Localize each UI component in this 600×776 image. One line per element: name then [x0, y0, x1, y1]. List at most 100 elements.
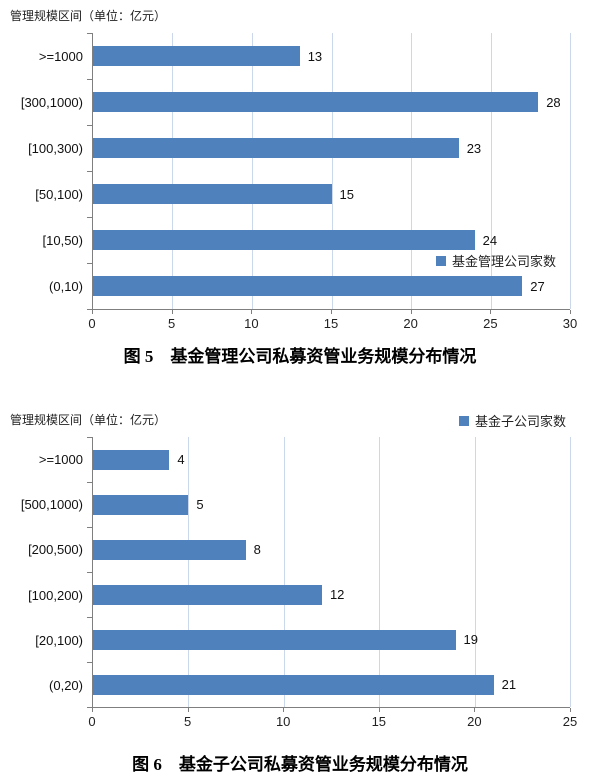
bar-row: 4 [93, 437, 570, 482]
data-label: 21 [501, 677, 517, 692]
bar-row: 15 [93, 171, 570, 217]
bar-row: 8 [93, 527, 570, 572]
gridline [251, 33, 253, 309]
bar-[10,50) [93, 230, 475, 250]
bar->=1000 [93, 449, 170, 470]
data-label: 5 [196, 497, 204, 512]
data-label: 15 [339, 186, 354, 202]
category-label: >=1000 [38, 452, 83, 468]
y-tick-mark [87, 527, 93, 528]
y-tick-mark [87, 125, 93, 126]
x-tick-mark [283, 708, 285, 712]
category-label: >=1000 [38, 48, 83, 64]
figure5-body: >=1000 [300,1000) [100,300) [50,100) [10,50)… [0, 33, 600, 310]
plot-area: 4 5 8 12 19 21 [87, 437, 571, 708]
figure6-header: 管理规模区间（单位：亿元） 基金子公司家数 [0, 411, 600, 430]
bar-[200,500) [93, 539, 246, 560]
legend-label: 基金管理公司家数 [452, 254, 557, 269]
x-tick-label: 10 [244, 316, 259, 331]
y-tick-mark [87, 662, 93, 663]
bar-[500,1000) [93, 494, 189, 515]
figure6-caption: 图 6 基金子公司私募资管业务规模分布情况 [132, 755, 468, 774]
category-axis: >=1000 [500,1000) [200,500) [100,200) [20,10… [0, 437, 92, 708]
x-axis: 0 5 10 15 20 25 30 [88, 310, 577, 334]
bar-(0,10) [93, 276, 523, 296]
y-tick-mark [87, 309, 93, 310]
x-tick-mark [378, 708, 380, 712]
x-tick-mark [474, 708, 476, 712]
bar-row: 21 [93, 662, 570, 707]
x-tick-label: 30 [562, 316, 578, 331]
y-tick-mark [87, 79, 93, 80]
category-label: [300,1000) [20, 94, 83, 110]
data-label: 28 [546, 94, 561, 110]
category-label: [20,100) [35, 632, 83, 648]
x-tick-mark [92, 708, 93, 712]
x-tick-label: 5 [168, 316, 176, 331]
x-tick-label: 20 [467, 714, 482, 729]
y-tick-mark [87, 482, 93, 483]
y-tick-mark [87, 263, 93, 264]
figure6-body: >=1000 [500,1000) [200,500) [100,200) [20,10… [0, 437, 600, 708]
data-label: 27 [530, 278, 545, 294]
x-tick-mark [410, 310, 412, 314]
y-tick-mark [87, 33, 93, 34]
legend: 基金子公司家数 [458, 411, 566, 430]
x-tick-mark [171, 310, 173, 314]
figure5-chart: 管理规模区间（单位：亿元） >=1000 [300,1000) [100,300) [… [0, 0, 600, 367]
unit-label: 管理规模区间（单位：亿元） [10, 9, 167, 23]
bar-row: 5 [93, 482, 570, 527]
bar-[20,100) [93, 629, 456, 650]
unit-label: 管理规模区间（单位：亿元） [10, 413, 167, 427]
category-label: [50,100) [35, 187, 83, 203]
gridline [570, 33, 571, 309]
bar-row: 13 [93, 33, 570, 79]
plot-area: 基金管理公司家数 13 28 23 15 24 27 [87, 33, 571, 310]
data-label: 24 [482, 232, 498, 248]
legend-label: 基金子公司家数 [474, 414, 566, 429]
gridline [172, 33, 174, 309]
category-axis: >=1000 [300,1000) [100,300) [50,100) [10,50)… [0, 33, 92, 310]
category-label: [200,500) [28, 542, 83, 558]
legend-swatch-icon [436, 255, 446, 266]
x-tick-mark [490, 310, 492, 314]
category-label: [500,1000) [20, 497, 83, 513]
category-label: [100,200) [28, 587, 83, 603]
bar-row: 23 [93, 125, 570, 171]
gridline [283, 437, 285, 707]
category-label: (0,10) [49, 279, 83, 295]
y-tick-mark [87, 171, 93, 172]
bar->=1000 [93, 46, 300, 66]
legend-swatch-icon [458, 415, 469, 426]
category-label: (0,20) [49, 677, 83, 693]
x-axis: 0 5 10 15 20 25 [88, 708, 577, 732]
x-tick-label: 10 [275, 714, 291, 729]
data-label: 4 [177, 452, 185, 467]
x-tick-label: 15 [323, 316, 339, 331]
figure5-caption: 图 5 基金管理公司私募资管业务规模分布情况 [123, 347, 477, 366]
data-label: 19 [463, 632, 478, 647]
y-tick-mark [87, 617, 93, 618]
bar-[100,300) [93, 138, 459, 158]
data-label: 8 [253, 542, 261, 557]
x-tick-mark [92, 310, 93, 314]
gridline [410, 33, 412, 309]
bar-row: 12 [93, 572, 570, 617]
gridline [490, 33, 492, 309]
y-tick-mark [87, 217, 93, 218]
x-tick-mark [331, 310, 332, 314]
x-tick-mark [570, 708, 571, 712]
x-tick-mark [187, 708, 189, 712]
x-tick-label: 25 [562, 714, 578, 729]
bar-row: 27 [93, 263, 570, 309]
bar-(0,20) [93, 674, 494, 695]
gridline [331, 33, 333, 309]
gridline [379, 437, 381, 707]
bar-row: 19 [93, 617, 570, 662]
bar-row: 24 [93, 217, 570, 263]
x-tick-label: 20 [403, 316, 418, 331]
category-label: [10,50) [42, 233, 83, 249]
bar-[50,100) [93, 184, 332, 204]
x-tick-mark [570, 310, 571, 314]
gridline [570, 437, 571, 707]
